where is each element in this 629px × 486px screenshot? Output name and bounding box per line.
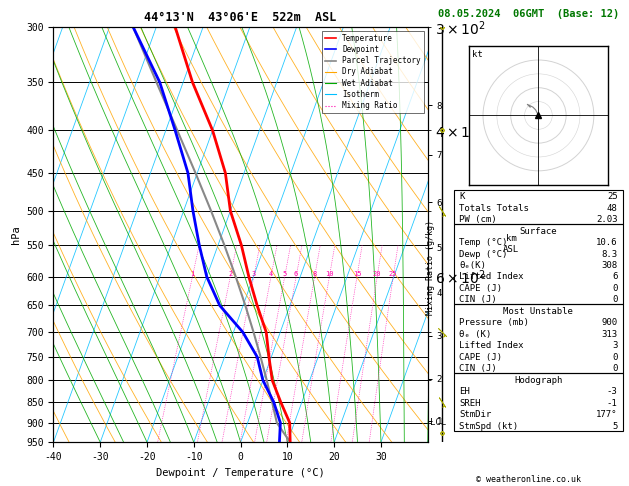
Text: θₑ(K): θₑ(K)	[459, 261, 486, 270]
Text: 8: 8	[313, 271, 317, 277]
Text: 20: 20	[373, 271, 381, 277]
Text: 6: 6	[612, 273, 618, 281]
Text: -1: -1	[607, 399, 618, 408]
Text: -3: -3	[607, 387, 618, 397]
Text: CAPE (J): CAPE (J)	[459, 284, 502, 293]
Text: Surface: Surface	[520, 226, 557, 236]
Text: CIN (J): CIN (J)	[459, 295, 497, 304]
Text: 0: 0	[612, 295, 618, 304]
Text: θₑ (K): θₑ (K)	[459, 330, 491, 339]
Y-axis label: km
ASL: km ASL	[503, 235, 519, 254]
Text: CAPE (J): CAPE (J)	[459, 353, 502, 362]
Text: Totals Totals: Totals Totals	[459, 204, 529, 212]
Text: 25: 25	[607, 192, 618, 201]
Text: 25: 25	[389, 271, 398, 277]
Text: 8.3: 8.3	[601, 249, 618, 259]
Text: 0: 0	[612, 353, 618, 362]
Text: 313: 313	[601, 330, 618, 339]
Text: 4: 4	[269, 271, 273, 277]
Text: 5: 5	[612, 422, 618, 431]
Text: 0: 0	[612, 364, 618, 373]
Text: LCL: LCL	[430, 418, 446, 427]
Text: 5: 5	[282, 271, 287, 277]
Text: 177°: 177°	[596, 410, 618, 419]
Y-axis label: hPa: hPa	[11, 225, 21, 244]
Text: K: K	[459, 192, 465, 201]
Text: Pressure (mb): Pressure (mb)	[459, 318, 529, 328]
Text: kt: kt	[472, 51, 482, 59]
Text: 1: 1	[190, 271, 194, 277]
Text: 08.05.2024  06GMT  (Base: 12): 08.05.2024 06GMT (Base: 12)	[438, 9, 619, 19]
Text: 15: 15	[353, 271, 361, 277]
Text: 2: 2	[228, 271, 232, 277]
Text: 6: 6	[294, 271, 298, 277]
Text: Lifted Index: Lifted Index	[459, 341, 524, 350]
Text: 10: 10	[325, 271, 333, 277]
Text: 3: 3	[252, 271, 256, 277]
Bar	[454, 373, 623, 431]
Text: EH: EH	[459, 387, 470, 397]
Text: PW (cm): PW (cm)	[459, 215, 497, 224]
Title: 44°13'N  43°06'E  522m  ASL: 44°13'N 43°06'E 522m ASL	[145, 11, 337, 24]
Text: © weatheronline.co.uk: © weatheronline.co.uk	[476, 474, 581, 484]
Text: Mixing Ratio (g/kg): Mixing Ratio (g/kg)	[426, 220, 435, 315]
Legend: Temperature, Dewpoint, Parcel Trajectory, Dry Adiabat, Wet Adiabat, Isotherm, Mi: Temperature, Dewpoint, Parcel Trajectory…	[321, 31, 424, 113]
Text: Lifted Index: Lifted Index	[459, 273, 524, 281]
Bar	[454, 224, 623, 304]
Text: 10.6: 10.6	[596, 238, 618, 247]
Text: Hodograph: Hodograph	[515, 376, 562, 385]
X-axis label: Dewpoint / Temperature (°C): Dewpoint / Temperature (°C)	[156, 468, 325, 478]
Text: 2.03: 2.03	[596, 215, 618, 224]
Text: Most Unstable: Most Unstable	[503, 307, 574, 316]
Text: 48: 48	[607, 204, 618, 212]
Text: SREH: SREH	[459, 399, 481, 408]
Text: 3: 3	[612, 341, 618, 350]
Text: Temp (°C): Temp (°C)	[459, 238, 508, 247]
Text: 900: 900	[601, 318, 618, 328]
Text: Dewp (°C): Dewp (°C)	[459, 249, 508, 259]
Text: 308: 308	[601, 261, 618, 270]
Bar	[454, 304, 623, 373]
Bar	[454, 190, 623, 224]
Text: StmDir: StmDir	[459, 410, 491, 419]
Text: 0: 0	[612, 284, 618, 293]
Text: StmSpd (kt): StmSpd (kt)	[459, 422, 518, 431]
Text: CIN (J): CIN (J)	[459, 364, 497, 373]
